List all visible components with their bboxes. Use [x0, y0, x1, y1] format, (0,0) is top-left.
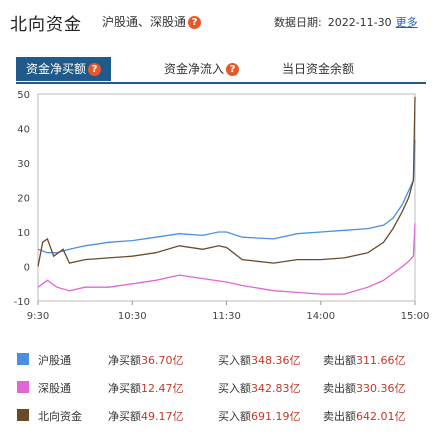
tab-net-inflow[interactable]: 资金净流入?: [164, 57, 240, 81]
sell-label: 卖出额: [323, 354, 356, 367]
net-value: 12.47亿: [141, 382, 184, 395]
northbound-flow-chart: -10 0 10 20 30 40 50 9:30 10:30 11:30 14:00 15:00: [14, 90, 430, 322]
legend-net: 净买额12.47亿: [108, 380, 184, 396]
net-value: 49.17亿: [141, 410, 184, 423]
more-link[interactable]: 更多: [395, 16, 418, 29]
buy-value: 691.19亿: [251, 410, 301, 423]
legend-row-north: 北向资金 净买额49.17亿 买入额691.19亿 卖出额642.01亿: [0, 406, 439, 424]
sell-label: 卖出额: [323, 382, 356, 395]
y-tick-label: 30: [17, 159, 30, 170]
buy-label: 买入额: [218, 382, 251, 395]
y-tick-label: 40: [17, 125, 30, 136]
tab-daily-balance[interactable]: 当日资金余额: [282, 57, 354, 81]
subtitle-text: 沪股通、深股通: [102, 15, 187, 29]
series-line-0: [37, 139, 416, 254]
sell-value: 330.36亿: [356, 382, 406, 395]
header: 北向资金 沪股通、深股通? 数据日期: 2022-11-30 更多: [0, 0, 439, 46]
legend-swatch: [17, 409, 29, 421]
page-title: 北向资金: [10, 15, 82, 35]
legend-name: 北向资金: [38, 410, 82, 423]
tab-underline: [16, 82, 426, 84]
x-tick-label: 15:00: [401, 311, 430, 322]
x-tick-label: 14:00: [306, 311, 335, 322]
tab-bar: 资金净买额? 资金净流入? 当日资金余额: [16, 57, 426, 81]
help-icon[interactable]: ?: [188, 16, 202, 29]
help-icon[interactable]: ?: [88, 63, 102, 76]
series-line-2: [37, 96, 416, 267]
tab-daily-balance-label: 当日资金余额: [282, 62, 355, 76]
y-tick-label: 10: [17, 228, 30, 239]
legend-row-hgt: 沪股通 净买额36.70亿 买入额348.36亿 卖出额311.66亿: [0, 350, 439, 368]
legend-sell: 卖出额311.66亿: [323, 352, 406, 368]
help-icon[interactable]: ?: [226, 63, 240, 76]
legend-sell: 卖出额642.01亿: [323, 408, 406, 424]
net-value: 36.70亿: [141, 354, 184, 367]
legend-buy: 买入额348.36亿: [218, 352, 301, 368]
date-label: 数据日期:: [274, 16, 322, 29]
page-subtitle: 沪股通、深股通?: [102, 13, 202, 30]
legend-sell: 卖出额330.36亿: [323, 380, 406, 396]
sell-value: 642.01亿: [356, 410, 406, 423]
tab-net-buy[interactable]: 资金净买额?: [16, 57, 112, 81]
tab-net-buy-label: 资金净买额: [26, 62, 87, 76]
net-label: 净买额: [108, 354, 141, 367]
y-tick-label: 20: [17, 194, 30, 205]
buy-label: 买入额: [218, 354, 251, 367]
series-line-1: [37, 223, 416, 295]
x-tick-label: 9:30: [27, 311, 49, 322]
sell-value: 311.66亿: [356, 354, 406, 367]
x-tick-label: 10:30: [118, 311, 147, 322]
buy-value: 342.83亿: [251, 382, 301, 395]
net-label: 净买额: [108, 410, 141, 423]
net-label: 净买额: [108, 382, 141, 395]
tab-net-inflow-label: 资金净流入: [164, 62, 225, 76]
y-tick-label: -10: [14, 297, 30, 308]
legend-buy: 买入额342.83亿: [218, 380, 301, 396]
legend-name: 深股通: [38, 382, 71, 395]
date-value: 2022-11-30: [327, 16, 392, 29]
legend-swatch: [17, 353, 29, 365]
x-tick-label: 11:30: [212, 311, 241, 322]
legend-row-sgt: 深股通 净买额12.47亿 买入额342.83亿 卖出额330.36亿: [0, 378, 439, 396]
sell-label: 卖出额: [323, 410, 356, 423]
buy-label: 买入额: [218, 410, 251, 423]
legend-net: 净买额36.70亿: [108, 352, 184, 368]
legend-name: 沪股通: [38, 354, 71, 367]
y-tick-label: 0: [24, 263, 30, 274]
legend-buy: 买入额691.19亿: [218, 408, 301, 424]
y-tick-label: 50: [17, 90, 30, 101]
data-date: 数据日期: 2022-11-30 更多: [274, 14, 418, 30]
plot-frame: [37, 93, 416, 302]
legend-swatch: [17, 381, 29, 393]
legend-net: 净买额49.17亿: [108, 408, 184, 424]
buy-value: 348.36亿: [251, 354, 301, 367]
